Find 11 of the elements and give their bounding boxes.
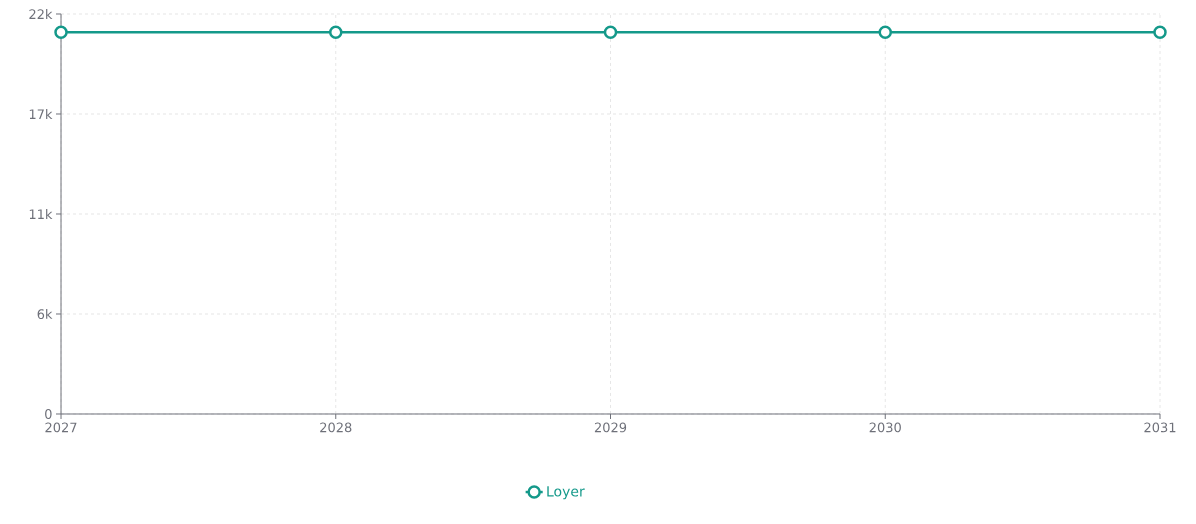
y-tick-label: 11k bbox=[29, 209, 53, 219]
y-tick-label: 22k bbox=[29, 9, 53, 19]
y-tick-label: 0 bbox=[45, 409, 52, 419]
y-tick-label: 17k bbox=[29, 109, 53, 119]
x-tick-label: 2030 bbox=[869, 422, 901, 433]
x-tick-label: 2027 bbox=[45, 422, 77, 433]
x-tick-label: 2029 bbox=[594, 422, 627, 433]
legend-label: Loyer bbox=[547, 486, 585, 500]
y-tick-label: 6k bbox=[37, 308, 53, 320]
x-tick-label: 2031 bbox=[1144, 422, 1176, 433]
x-tick-label: 2028 bbox=[320, 422, 352, 433]
